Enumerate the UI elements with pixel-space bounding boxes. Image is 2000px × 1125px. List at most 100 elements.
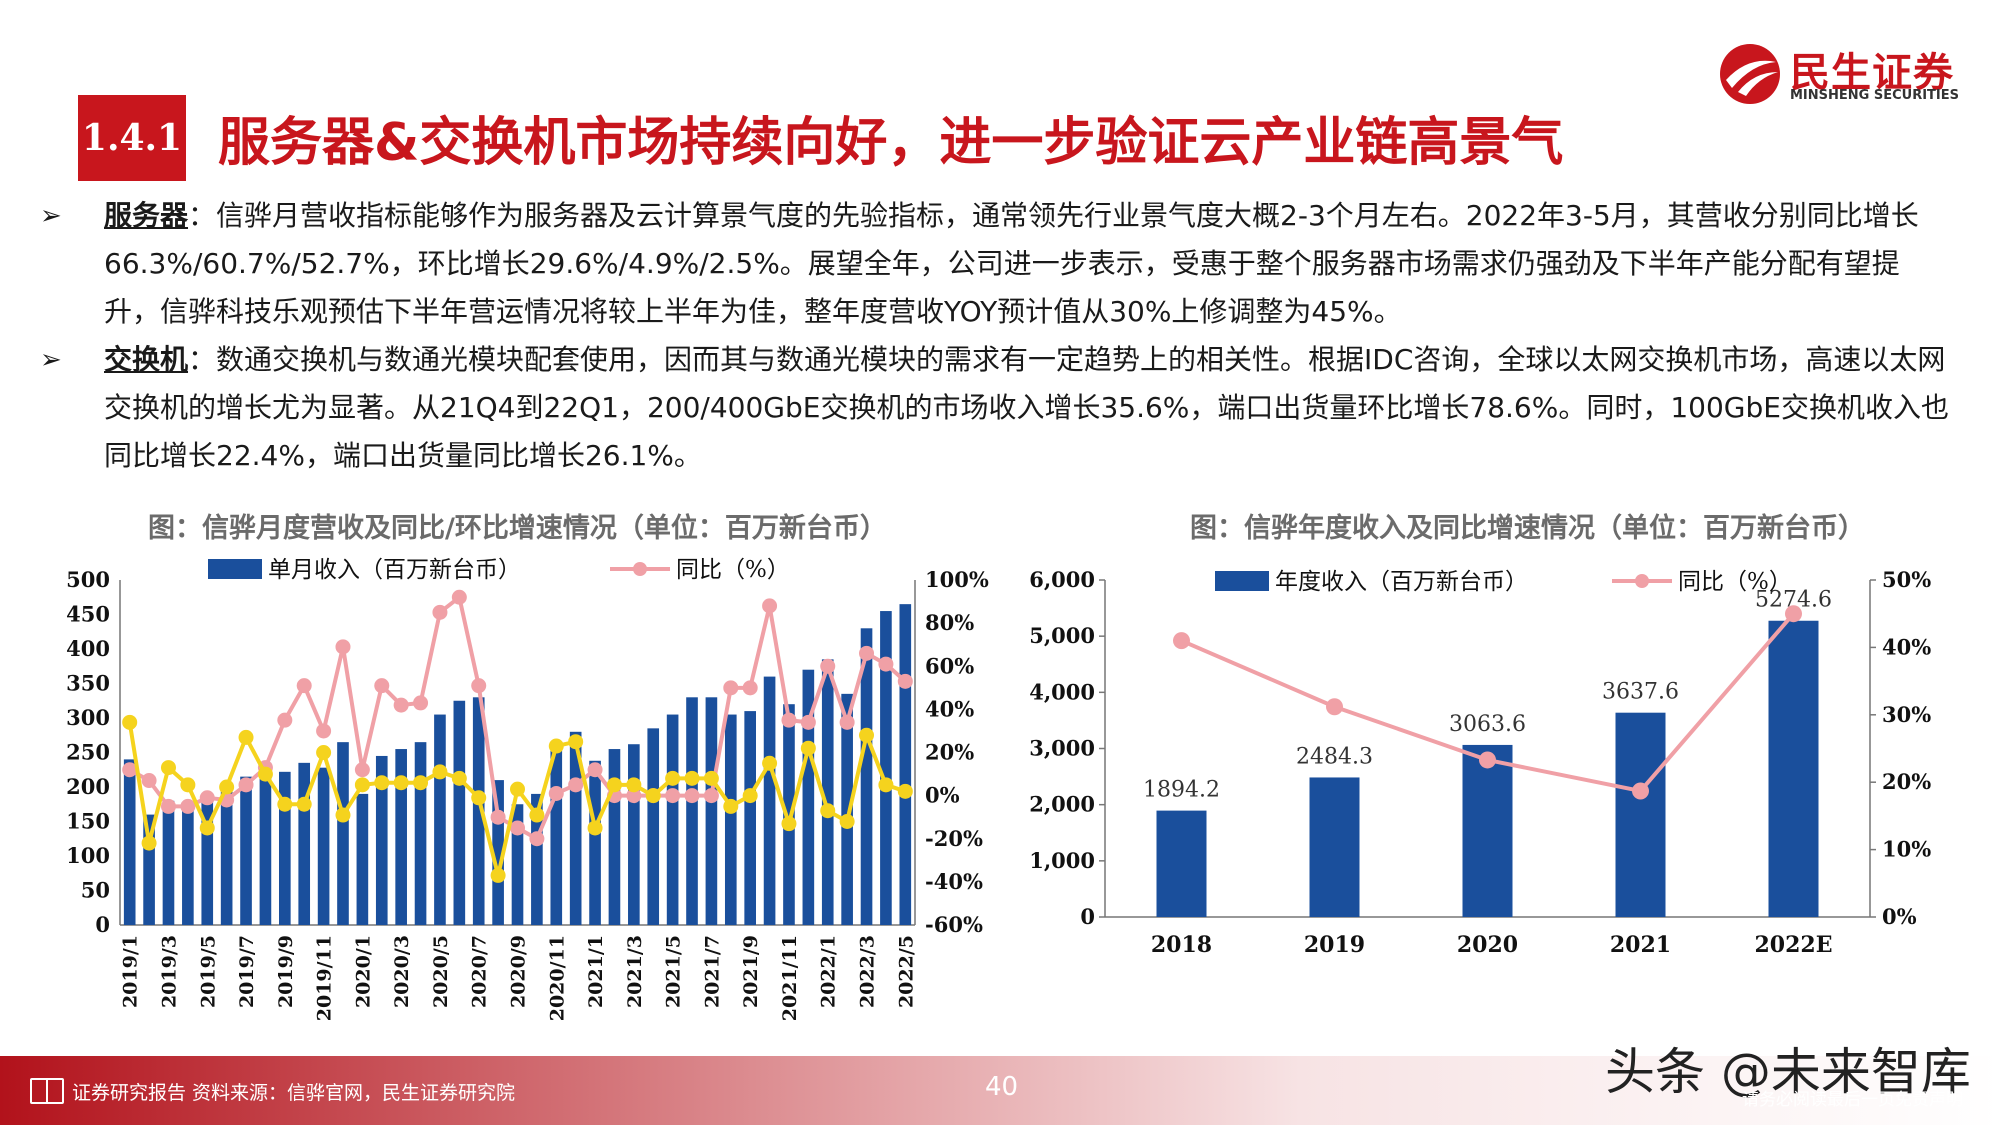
revenue-bar [220, 790, 233, 925]
revenue-bar [414, 742, 427, 925]
mom-point [257, 766, 273, 782]
left-tick-label: 100 [66, 843, 110, 868]
yoy-point [703, 788, 719, 804]
mom-point [432, 764, 448, 780]
legend-label: 年度收入（百万新台币） [1275, 569, 1528, 595]
right-tick-label: 40% [925, 696, 974, 721]
left-tick-label: 3,000 [1029, 736, 1095, 761]
x-tick-label: 2019/11 [314, 935, 336, 1021]
x-tick-label: 2021/11 [779, 935, 801, 1021]
mom-point [703, 770, 719, 786]
yoy-point [1173, 632, 1190, 650]
chart2-title: 图：信骅年度收入及同比增速情况（单位：百万新台币） [1190, 513, 1865, 544]
legend-label: 同比（%） [1678, 569, 1792, 595]
left-tick-label: 150 [66, 809, 110, 834]
revenue-bar [666, 714, 679, 925]
yoy-point [277, 712, 293, 728]
yoy-point [587, 762, 603, 778]
left-tick-label: 6,000 [1029, 567, 1095, 592]
x-tick-label: 2020 [1457, 932, 1518, 958]
yoy-point [141, 773, 157, 789]
mom-point [219, 779, 235, 795]
section-number-badge: 1.4.1 [78, 95, 186, 181]
revenue-bar [860, 628, 873, 925]
revenue-bar [123, 759, 136, 925]
left-tick-label: 0 [1080, 904, 1095, 929]
yoy-point [354, 762, 370, 778]
x-tick-label: 2022E [1755, 932, 1833, 958]
page-number: 40 [985, 1072, 1019, 1102]
right-tick-label: -40% [925, 869, 983, 894]
mom-point [296, 796, 312, 812]
mom-point [335, 807, 351, 823]
yoy-point [781, 712, 797, 728]
revenue-bar [395, 749, 407, 925]
x-tick-label: 2019/1 [120, 935, 142, 1008]
mom-point [568, 734, 584, 750]
mom-point [413, 775, 429, 791]
yoy-point [1632, 782, 1649, 800]
revenue-bar [841, 693, 853, 925]
yoy-point [471, 678, 487, 694]
x-tick-label: 2021/5 [663, 935, 685, 1008]
brand-name: 民生证券 [1790, 50, 1954, 96]
right-tick-label: 60% [925, 653, 974, 678]
mom-point [490, 867, 506, 883]
mom-point [645, 788, 661, 804]
revenue-bar [763, 676, 776, 925]
mom-point [160, 760, 176, 776]
revenue-bar [356, 793, 369, 925]
right-tick-label: 100% [925, 567, 989, 592]
annual-revenue-chart: 0 1,000 2,000 3,000 4,000 5,000 6,000 0% 10% 20% 3… [1029, 567, 1931, 958]
revenue-bar [724, 714, 737, 925]
mom-point [878, 777, 894, 793]
revenue-bar [259, 762, 272, 925]
x-tick-label: 2020/1 [352, 935, 374, 1008]
mom-point [141, 835, 157, 851]
left-tick-label: 500 [66, 567, 110, 592]
bar-data-label: 1894.2 [1143, 778, 1220, 803]
revenue-bar [375, 755, 388, 925]
yoy-point [878, 656, 894, 672]
revenue-bar [511, 804, 524, 925]
bullet-list: ➢ 服务器：信骅月营收指标能够作为服务器及云计算景气度的先验指标，通常领先行业景… [40, 192, 1950, 480]
revenue-bar [899, 604, 912, 925]
legend-bar-swatch [1215, 571, 1269, 591]
yoy-point [199, 790, 215, 806]
mom-point [510, 781, 525, 797]
revenue-bar [608, 749, 621, 925]
revenue-bar [880, 611, 892, 925]
page-title: 服务器&交换机市场持续向好，进一步验证云产业链高景气 [218, 113, 1564, 173]
bullet-switch: ➢ 交换机：数通交换机与数通光模块配套使用，因而其与数通光模块的需求有一定趋势上… [40, 336, 1950, 480]
revenue-bar [492, 780, 504, 925]
revenue-bar [569, 731, 582, 925]
yoy-point [451, 589, 467, 605]
x-tick-label: 2020/9 [508, 935, 530, 1008]
annual-revenue-bar [1462, 744, 1513, 917]
left-tick-label: 450 [66, 602, 110, 627]
annual-revenue-bar [1309, 777, 1360, 917]
mom-point [839, 814, 855, 829]
mom-point [374, 775, 390, 791]
mom-point [451, 770, 467, 786]
revenue-bar [821, 659, 834, 925]
yoy-point [316, 723, 332, 739]
legend-marker [1635, 574, 1649, 588]
footer-bar: 证券研究报告 资料来源：信骅官网，民生证券研究院 40 [0, 1056, 2000, 1125]
mom-point [277, 796, 293, 812]
right-tick-label: 50% [1882, 567, 1931, 592]
yoy-point [1479, 751, 1496, 769]
mom-point [316, 745, 332, 760]
revenue-bar [783, 704, 795, 925]
footer-source: 证券研究报告 资料来源：信骅官网，民生证券研究院 [72, 1082, 516, 1104]
yoy-point [684, 788, 700, 804]
right-tick-label: 20% [1882, 769, 1931, 794]
bullet-key: 服务器 [104, 199, 189, 232]
mom-point [742, 788, 758, 804]
x-tick-label: 2020/5 [430, 935, 452, 1008]
revenue-bar [550, 745, 563, 925]
brand-logo: 民生证券 MINSHENG SECURITIES [1712, 40, 1972, 110]
yoy-point [1785, 605, 1802, 623]
mom-point [548, 738, 564, 754]
mom-point [354, 777, 370, 793]
